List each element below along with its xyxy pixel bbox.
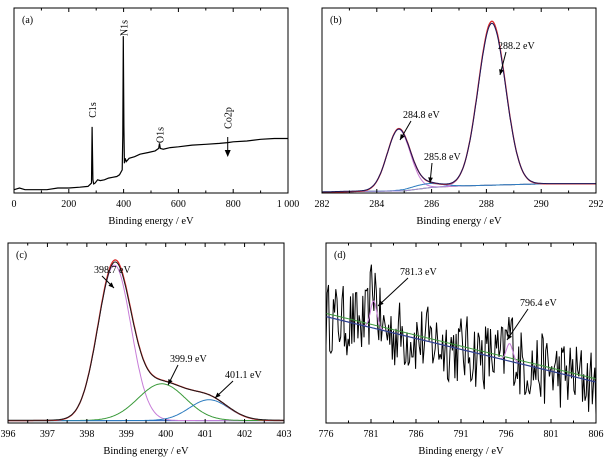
- peak-label: 401.1 eV: [225, 370, 262, 381]
- peak-pointer-head: [108, 282, 114, 288]
- fit-envelope-line: [326, 299, 596, 383]
- x-tick-label: 776: [319, 429, 334, 440]
- x-tick-label: 286: [424, 199, 439, 210]
- x-axis-label: Binding energy / eV: [103, 446, 189, 457]
- peak-label: 399.9 eV: [170, 354, 207, 365]
- peak-pointer-line: [377, 277, 409, 307]
- x-tick-label: 398: [79, 429, 94, 440]
- x-tick-label: 791: [454, 429, 469, 440]
- background-line: [326, 312, 596, 380]
- peak-label: Co2p: [224, 107, 235, 129]
- panel-d: 776 781 786 791 796 801 806 Binding energy / eV…: [319, 242, 604, 457]
- peak-pointer-head: [428, 177, 433, 183]
- x-tick-label: 781: [364, 429, 379, 440]
- peak-label: N1s: [119, 20, 130, 36]
- peak-label: 796.4 eV: [520, 298, 557, 309]
- x-tick-label: 288: [479, 199, 494, 210]
- x-tick-label: 786: [409, 429, 424, 440]
- plot-frame: [321, 7, 597, 194]
- x-tick-label: 400: [116, 199, 131, 210]
- panel-a: 0 200 400 600 800 1 000 Binding energy / eV (a)…: [12, 7, 300, 227]
- fit-component-1: [8, 264, 284, 422]
- x-tick-label: 397: [40, 429, 55, 440]
- x-tick-label: 284: [369, 199, 384, 210]
- plot-area: [322, 20, 596, 193]
- plot-frame: [325, 242, 597, 424]
- plot-area: [8, 259, 284, 422]
- x-tick-label: 400: [158, 429, 173, 440]
- x-axis-label: Binding energy / eV: [418, 446, 504, 457]
- peak-pointer-head: [499, 69, 504, 75]
- measured-spectrum-line: [322, 22, 596, 193]
- x-tick-label: 292: [589, 199, 604, 210]
- x-tick-label: 796: [499, 429, 514, 440]
- x-tick-label: 600: [171, 199, 186, 210]
- peak-label: 284.8 eV: [403, 110, 440, 121]
- panel-label: (b): [330, 15, 342, 26]
- peak-label: 288.2 eV: [498, 41, 535, 52]
- x-tick-label: 402: [237, 429, 252, 440]
- peak-pointer-line: [506, 308, 529, 341]
- baseline-line: [326, 316, 596, 383]
- peak-label: 398.7 eV: [94, 265, 131, 276]
- peak-label: O1s: [155, 127, 166, 143]
- peak-pointer-head: [400, 134, 405, 140]
- x-tick-label: 396: [1, 429, 16, 440]
- fit-envelope-line: [322, 20, 596, 193]
- x-tick-label: 282: [315, 199, 330, 210]
- x-tick-label: 0: [12, 199, 17, 210]
- x-tick-label: 399: [119, 429, 134, 440]
- peak-pointer-head: [378, 300, 384, 306]
- x-tick-label: 403: [277, 429, 292, 440]
- panel-b: 282 284 286 288 290 292 Binding energy / eV (b)…: [315, 7, 604, 227]
- co2p-arrow-head: [224, 150, 231, 157]
- x-tick-label: 806: [589, 429, 604, 440]
- x-tick-label: 801: [544, 429, 559, 440]
- plot-area: [326, 264, 596, 415]
- peak-label: 285.8 eV: [424, 152, 461, 163]
- panel-label: (a): [22, 15, 33, 26]
- fit-component-3: [322, 20, 596, 193]
- x-axis-label: Binding energy / eV: [416, 216, 502, 227]
- peak-label: 781.3 eV: [400, 267, 437, 278]
- plot-frame: [13, 7, 289, 194]
- peak-pointer-head: [215, 392, 221, 398]
- measured-spectrum-line: [326, 264, 596, 415]
- x-axis-label: Binding energy / eV: [108, 216, 194, 227]
- survey-spectrum-line: [14, 36, 288, 191]
- peak-label: C1s: [88, 102, 99, 118]
- measured-spectrum-line: [8, 261, 284, 421]
- x-tick-label: 200: [61, 199, 76, 210]
- x-tick-label: 800: [226, 199, 241, 210]
- fit-component-3: [8, 399, 284, 422]
- peak-pointer-head: [168, 379, 173, 385]
- x-tick-label: 401: [198, 429, 213, 440]
- peak-pointer-head: [507, 334, 512, 340]
- plot-area: [14, 36, 288, 191]
- x-tick-label: 1 000: [277, 199, 300, 210]
- x-tick-label: 290: [534, 199, 549, 210]
- panel-label: (c): [16, 250, 27, 261]
- panel-label: (d): [334, 250, 346, 261]
- panel-c: 396 397 398 399 400 401 402 403 Binding energy /…: [1, 242, 292, 457]
